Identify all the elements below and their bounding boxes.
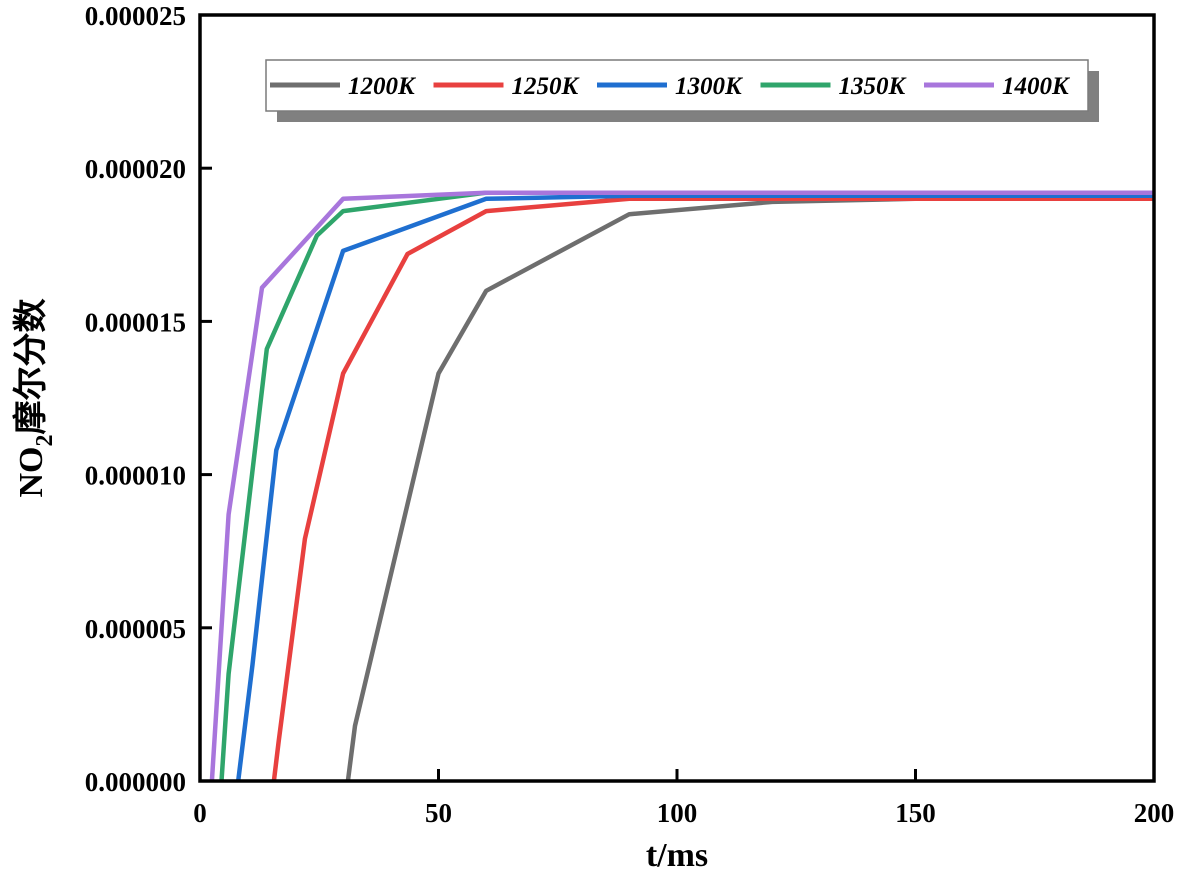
- legend: 1200K 1250K 1300K 1350K 1400K: [270, 73, 1071, 100]
- y-tick-label: 0.000005: [85, 614, 186, 644]
- y-tick-label: 0.000000: [85, 767, 186, 797]
- y-axis-title-subscript: 2: [32, 435, 58, 447]
- y-axis-title-suffix: 摩尔分数: [12, 299, 50, 435]
- legend-label-1400K: 1400K: [1002, 73, 1071, 100]
- y-tick-label: 0.000015: [85, 307, 186, 337]
- series-layer: [209, 190, 1154, 781]
- legend-label-1200K: 1200K: [348, 73, 417, 100]
- ticks-layer: 0 50 100 150 200 0.000000 0.000005 0.000010 0.00…: [85, 1, 1175, 828]
- y-axis-title-main: NO: [13, 447, 50, 498]
- y-axis-title-text: NO2摩尔分数: [12, 299, 58, 498]
- series-line-1400K: [209, 190, 1154, 781]
- y-axis-title: NO2摩尔分数: [12, 299, 58, 498]
- series-line-1200K: [345, 196, 1154, 781]
- x-tick-label: 100: [657, 798, 698, 828]
- x-tick-label: 150: [895, 798, 936, 828]
- series-line-1300K: [235, 193, 1154, 781]
- series-line-1250K: [271, 196, 1154, 781]
- plot-frame: [198, 13, 1156, 783]
- y-tick-label: 0.000025: [85, 1, 186, 31]
- x-tick-label: 50: [425, 798, 452, 828]
- legend-label-1250K: 1250K: [512, 73, 581, 100]
- legend-label-1350K: 1350K: [839, 73, 908, 100]
- legend-label-1300K: 1300K: [675, 73, 744, 100]
- x-tick-label: 0: [193, 798, 207, 828]
- y-tick-label: 0.000010: [85, 461, 186, 491]
- y-tick-label: 0.000020: [85, 154, 186, 184]
- x-axis-title: t/ms: [646, 837, 708, 874]
- x-tick-label: 200: [1134, 798, 1175, 828]
